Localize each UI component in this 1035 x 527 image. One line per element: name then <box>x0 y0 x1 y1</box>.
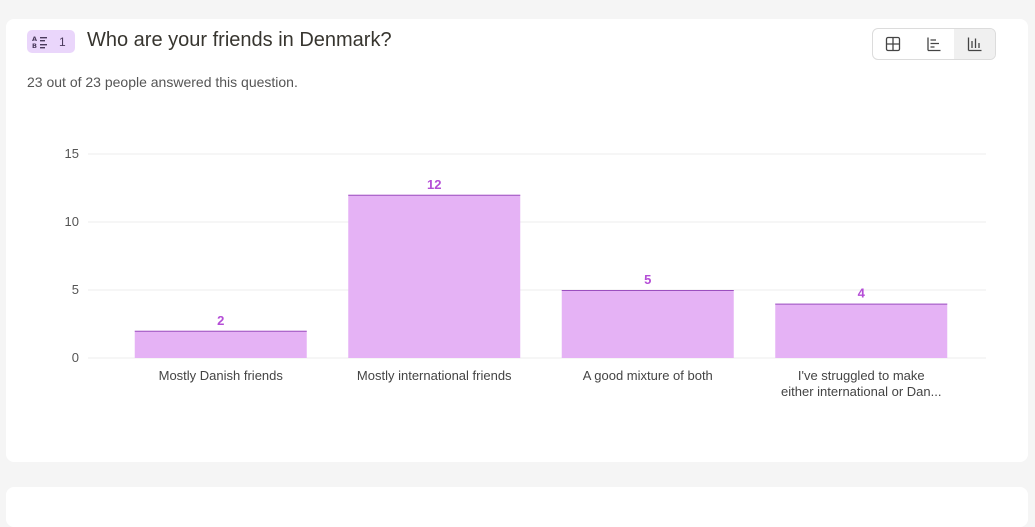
responses-bar-chart: 0 5 10 15 2 Mostly Danish friends 12 Mostly int… <box>65 146 986 399</box>
x-category-label: Mostly international friends <box>357 368 512 383</box>
horizontal-bar-view-button[interactable] <box>914 29 955 59</box>
bar <box>134 330 307 358</box>
bar-value-label: 2 <box>217 313 224 328</box>
multiple-choice-icon: A B <box>32 35 47 50</box>
y-tick-label: 10 <box>65 214 79 229</box>
y-tick-label: 0 <box>72 350 79 365</box>
svg-text:B: B <box>32 42 37 50</box>
x-category-label: Mostly Danish friends <box>159 368 284 383</box>
horizontal-bar-view-icon <box>927 37 941 52</box>
question-badge: A B 1 <box>27 30 75 53</box>
response-summary: 23 out of 23 people answered this questi… <box>27 74 298 90</box>
question-number: 1 <box>59 34 66 49</box>
bar-value-label: 5 <box>644 272 651 287</box>
vertical-bar-view-button[interactable] <box>954 29 995 59</box>
x-category-label: I've struggled to make <box>798 368 925 383</box>
table-view-icon <box>886 36 901 52</box>
bar <box>348 194 521 358</box>
y-tick-label: 15 <box>65 146 79 161</box>
y-tick-label: 5 <box>72 282 79 297</box>
bar-value-label: 12 <box>427 177 441 192</box>
question-title: Who are your friends in Denmark? <box>87 29 392 51</box>
x-category-label: either international or Dan... <box>781 384 941 399</box>
view-toggle <box>872 28 996 60</box>
svg-text:A: A <box>32 35 37 43</box>
bar <box>561 290 734 358</box>
table-view-button[interactable] <box>873 29 914 59</box>
bar-value-label: 4 <box>858 286 866 301</box>
x-category-label: A good mixture of both <box>583 368 713 383</box>
vertical-bar-view-icon <box>967 37 982 52</box>
bar <box>775 303 948 358</box>
